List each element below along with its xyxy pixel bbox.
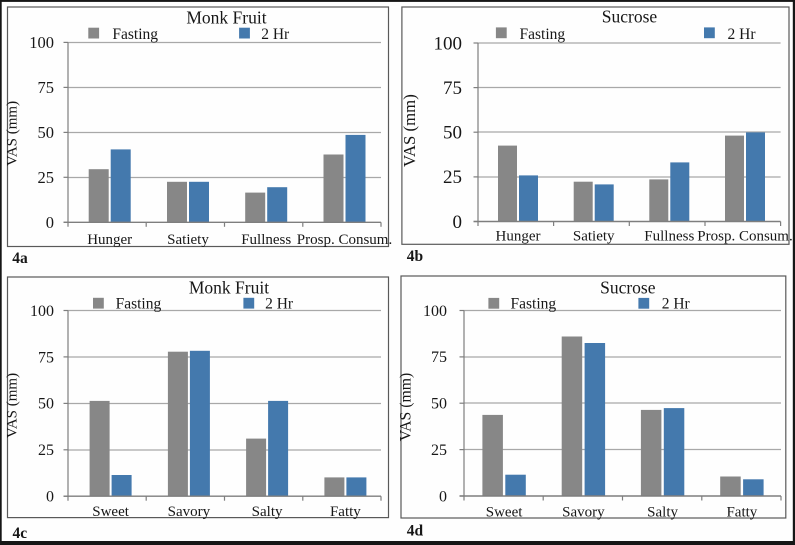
svg-text:75: 75	[443, 78, 462, 99]
svg-text:100: 100	[423, 303, 447, 320]
svg-text:Savory: Savory	[562, 504, 605, 520]
svg-text:75: 75	[38, 349, 54, 366]
svg-text:25: 25	[38, 168, 55, 187]
svg-text:0: 0	[46, 489, 54, 506]
svg-text:4d: 4d	[407, 522, 424, 539]
svg-text:Monk Fruit: Monk Fruit	[189, 278, 269, 298]
svg-text:50: 50	[443, 123, 462, 144]
svg-text:100: 100	[434, 33, 463, 54]
svg-text:25: 25	[38, 442, 54, 459]
svg-text:Fatty: Fatty	[726, 504, 757, 520]
svg-text:Sucrose: Sucrose	[602, 7, 658, 27]
svg-text:Sweet: Sweet	[486, 504, 523, 520]
svg-text:VAS (mm): VAS (mm)	[400, 94, 419, 167]
svg-text:Fasting: Fasting	[520, 26, 566, 43]
svg-text:Salty: Salty	[647, 504, 678, 520]
svg-text:4c: 4c	[13, 525, 28, 542]
svg-text:Sucrose: Sucrose	[600, 278, 656, 298]
svg-text:Monk Fruit: Monk Fruit	[186, 8, 266, 28]
svg-text:Fullness: Fullness	[241, 232, 291, 248]
svg-text:50: 50	[38, 396, 54, 413]
svg-text:Hunger: Hunger	[496, 228, 541, 244]
svg-text:4b: 4b	[407, 248, 423, 265]
svg-text:100: 100	[29, 33, 54, 52]
svg-text:Prosp. Consum.: Prosp. Consum.	[697, 228, 792, 244]
svg-text:75: 75	[431, 349, 447, 366]
svg-text:2 Hr: 2 Hr	[265, 295, 294, 312]
svg-text:Satiety: Satiety	[573, 228, 615, 244]
svg-text:Fullness: Fullness	[644, 228, 694, 244]
svg-text:0: 0	[453, 212, 463, 233]
svg-text:Savory: Savory	[168, 504, 211, 520]
svg-text:2 Hr: 2 Hr	[728, 26, 757, 43]
svg-text:25: 25	[443, 167, 462, 188]
svg-text:50: 50	[431, 396, 447, 413]
svg-text:2 Hr: 2 Hr	[261, 26, 290, 43]
svg-text:VAS (mm): VAS (mm)	[398, 373, 415, 441]
svg-text:25: 25	[431, 442, 447, 459]
svg-text:VAS (mm): VAS (mm)	[5, 373, 21, 438]
svg-text:Sweet: Sweet	[92, 504, 129, 520]
svg-text:75: 75	[38, 78, 55, 97]
svg-text:Prosp. Consum.: Prosp. Consum.	[297, 232, 392, 248]
svg-text:Hunger: Hunger	[87, 232, 132, 248]
svg-text:Salty: Salty	[252, 504, 283, 520]
svg-text:VAS (mm): VAS (mm)	[5, 101, 21, 166]
svg-text:0: 0	[46, 213, 54, 232]
svg-text:50: 50	[38, 123, 55, 142]
svg-text:2 Hr: 2 Hr	[662, 295, 691, 312]
svg-text:4a: 4a	[12, 250, 28, 267]
svg-text:Fasting: Fasting	[116, 295, 162, 312]
svg-text:Satiety: Satiety	[167, 232, 209, 248]
svg-text:Fasting: Fasting	[511, 295, 557, 312]
svg-text:Fatty: Fatty	[330, 504, 361, 520]
svg-text:100: 100	[30, 303, 54, 320]
svg-text:Fasting: Fasting	[112, 26, 158, 43]
svg-text:0: 0	[439, 488, 447, 505]
